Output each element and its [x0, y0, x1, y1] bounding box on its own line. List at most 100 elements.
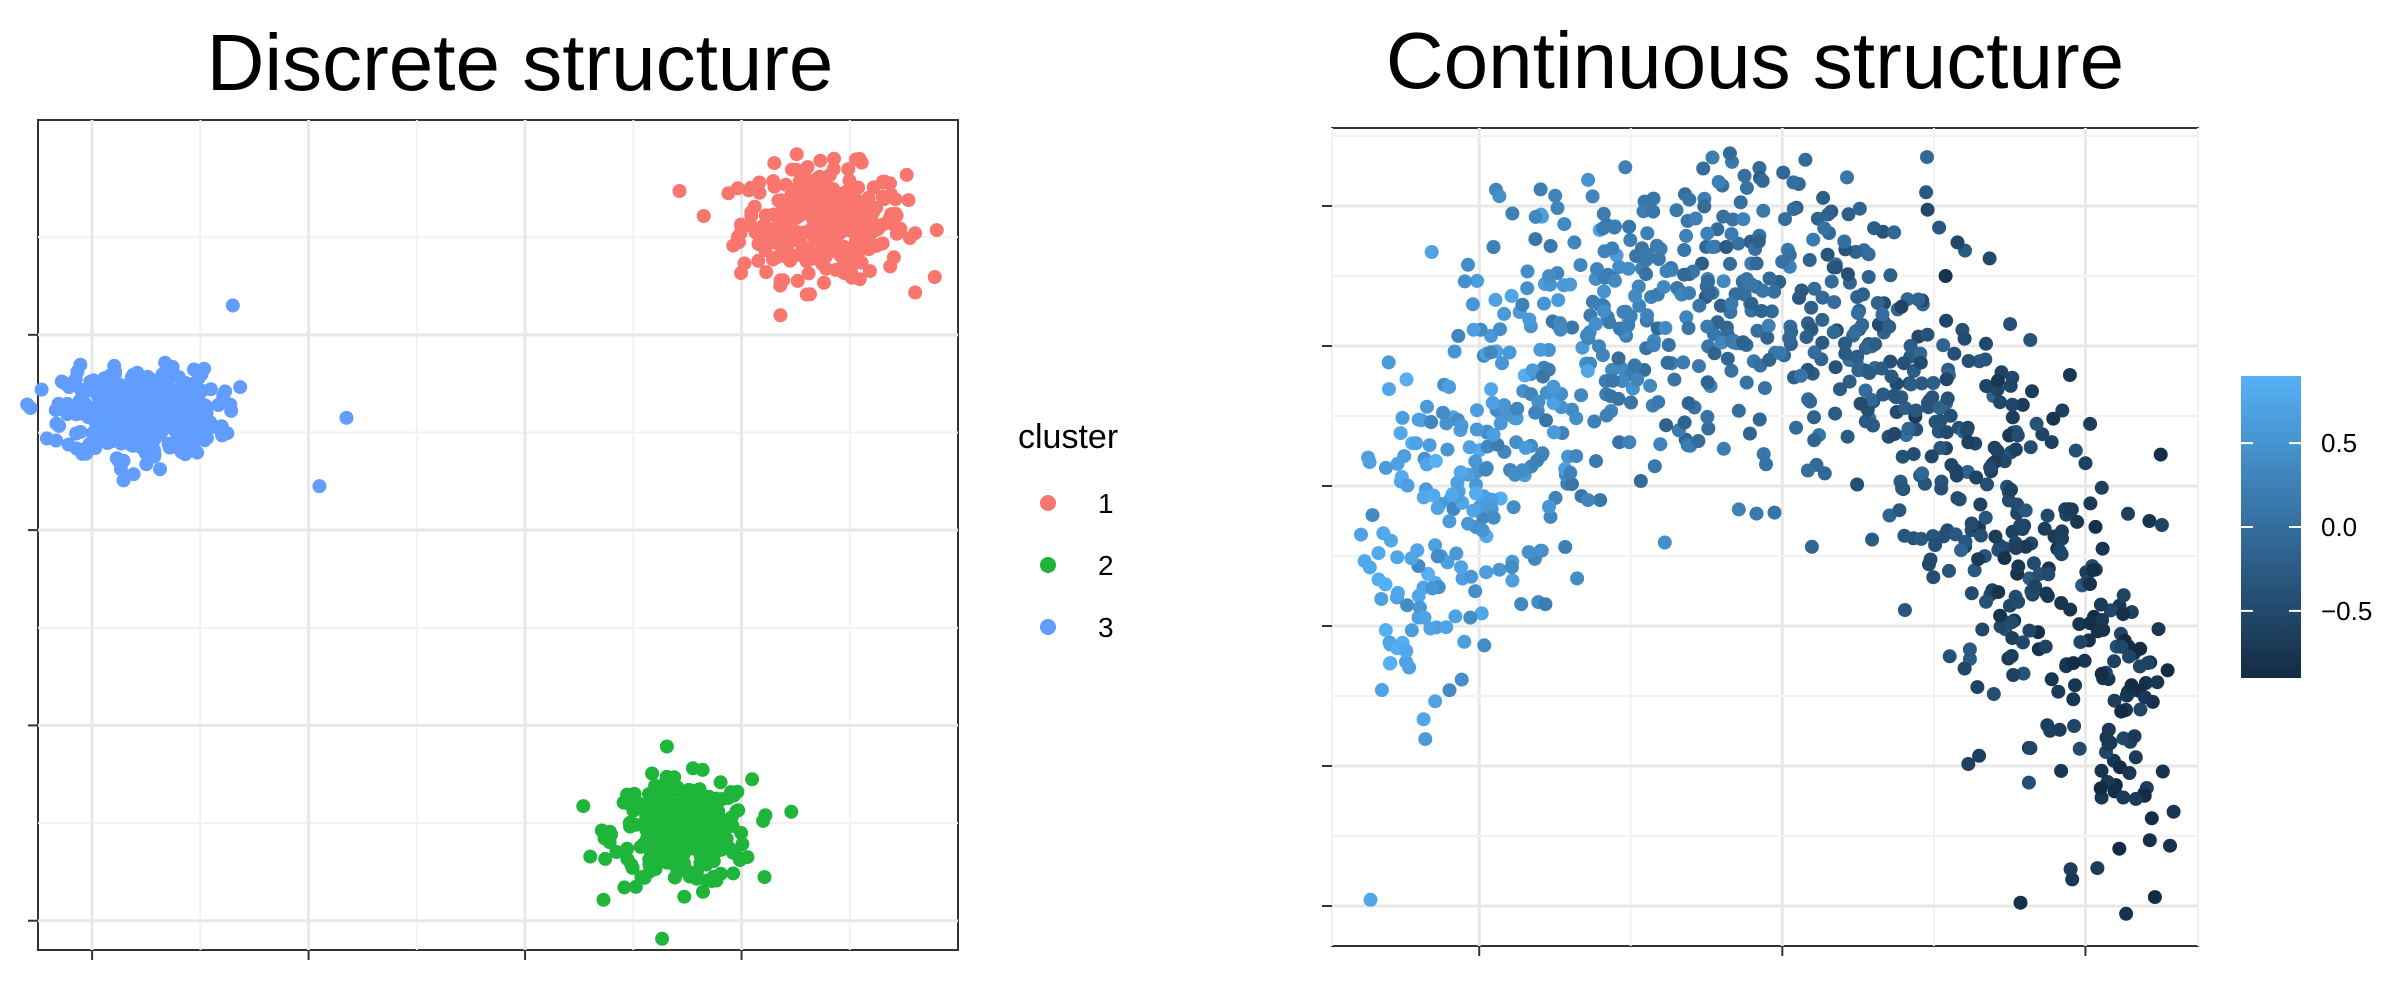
point: [1862, 366, 1877, 380]
point: [1883, 268, 1898, 283]
point: [1993, 619, 2008, 634]
point: [1525, 363, 1540, 378]
point: [1757, 381, 1772, 396]
point-cluster-1: [696, 209, 711, 223]
point: [1988, 529, 2003, 544]
discrete-chart-title: Discrete structure: [207, 18, 834, 107]
point-cluster-1: [875, 174, 890, 189]
point: [2090, 861, 2105, 876]
point: [1627, 358, 1642, 373]
point: [1474, 606, 1489, 621]
point-cluster-1: [784, 201, 799, 216]
point: [1615, 374, 1630, 389]
point: [1469, 486, 1483, 501]
point: [2004, 615, 2019, 630]
point-cluster-1: [767, 156, 782, 171]
point: [1754, 304, 1769, 318]
point: [1716, 209, 1731, 224]
point-cluster-1: [813, 153, 828, 168]
point: [1983, 460, 1998, 475]
point-cluster-3: [126, 415, 141, 430]
point: [1828, 260, 1843, 275]
point: [2116, 731, 2131, 746]
point: [1884, 369, 1899, 384]
point-cluster-1: [889, 208, 904, 223]
point: [1876, 387, 1891, 402]
point: [1587, 414, 1602, 429]
point: [1858, 414, 1873, 429]
point: [2124, 678, 2139, 693]
point: [2116, 790, 2131, 805]
point-cluster-3: [151, 384, 166, 399]
point: [1649, 238, 1664, 253]
point: [1448, 609, 1463, 624]
point: [1950, 235, 1965, 250]
point: [1505, 206, 1520, 221]
point-cluster-1: [927, 270, 942, 284]
point: [1477, 638, 1492, 653]
point: [2013, 518, 2028, 533]
continuous-chart: Continuous structure 0.5 0.0 −0.5: [1322, 16, 2372, 956]
point: [1630, 372, 1645, 387]
point: [1550, 201, 1565, 215]
point-cluster-1: [789, 162, 804, 177]
point-cluster-3: [199, 431, 214, 446]
point: [1840, 170, 1854, 185]
point-cluster-1: [799, 175, 814, 190]
point-cluster-3: [141, 407, 156, 422]
point: [1612, 260, 1627, 274]
point: [1928, 538, 1943, 552]
point: [2025, 384, 2039, 399]
point: [1612, 435, 1627, 450]
point: [1868, 337, 1883, 352]
point: [1622, 219, 1637, 234]
point-cluster-1: [883, 259, 898, 274]
point: [1677, 415, 1692, 430]
point-cluster-2: [645, 766, 660, 781]
point: [1786, 175, 1801, 190]
point: [2037, 521, 2052, 536]
point: [1920, 150, 1934, 165]
point: [1495, 356, 1509, 371]
point: [2052, 544, 2067, 558]
point: [2055, 531, 2069, 546]
point-cluster-3: [132, 373, 147, 388]
point: [1488, 292, 1503, 307]
point: [1659, 264, 1674, 279]
point: [1605, 241, 1620, 256]
point-cluster-2: [713, 775, 728, 790]
point: [2155, 764, 2170, 779]
point: [1426, 488, 1441, 503]
point: [2116, 607, 2131, 622]
point-cluster-3: [188, 420, 203, 435]
point: [1563, 277, 1578, 292]
point: [1677, 267, 1692, 282]
point: [1640, 226, 1655, 241]
point: [1903, 339, 1918, 353]
point: [1470, 403, 1484, 418]
point: [1807, 433, 1822, 448]
point: [1390, 550, 1405, 565]
point: [1716, 441, 1731, 456]
point: [1597, 304, 1611, 319]
point: [1421, 566, 1435, 581]
point: [1595, 348, 1610, 363]
point: [1752, 161, 1767, 175]
point: [1692, 298, 1707, 313]
point-cluster-3: [49, 433, 64, 448]
point: [2119, 906, 2134, 921]
point: [2008, 442, 2023, 457]
point: [1997, 551, 2012, 565]
point-cluster-3: [211, 398, 226, 412]
point-cluster-3: [109, 451, 124, 466]
point: [1932, 220, 1947, 235]
point: [1622, 435, 1637, 450]
point: [1510, 401, 1525, 416]
point: [2153, 447, 2168, 462]
point: [1439, 416, 1454, 431]
point: [1399, 644, 1414, 659]
point: [1659, 418, 1674, 433]
point: [1711, 175, 1726, 189]
point: [1464, 569, 1479, 584]
point: [1624, 395, 1638, 410]
